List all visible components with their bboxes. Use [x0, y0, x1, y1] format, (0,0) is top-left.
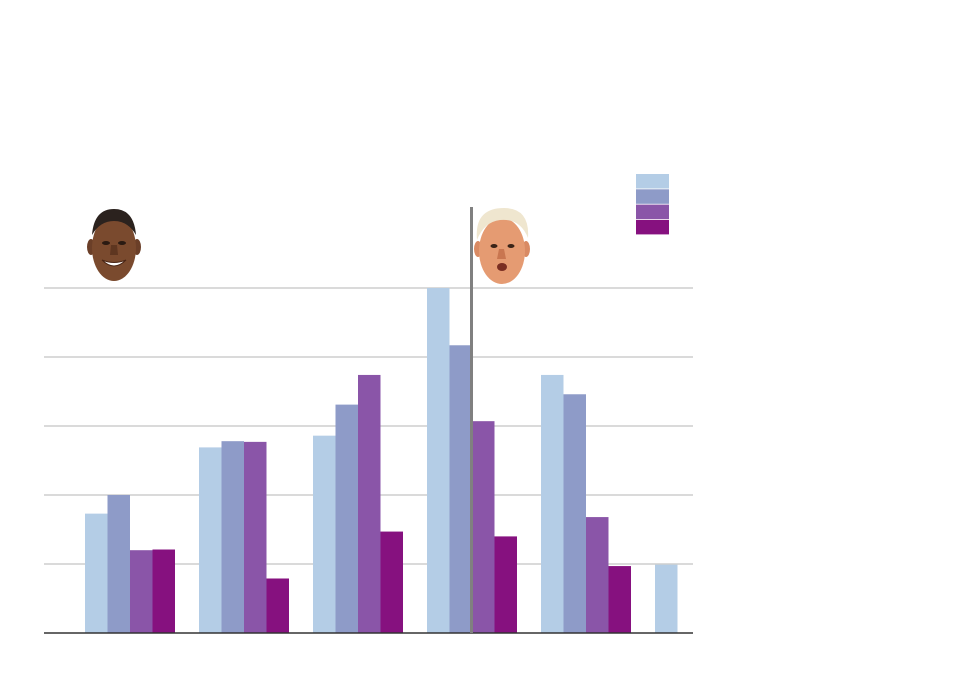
bar-series-4-group-1 — [152, 549, 175, 633]
bar-series-1-group-5 — [541, 374, 564, 633]
bar-series-3-group-1 — [130, 550, 153, 633]
bars — [85, 288, 678, 633]
legend-swatch-1 — [636, 174, 669, 189]
bar-series-2-group-2 — [221, 441, 244, 633]
bar-series-4-group-3 — [380, 531, 403, 633]
legend — [636, 174, 669, 235]
bar-series-2-group-3 — [335, 404, 358, 633]
bar-series-4-group-2 — [266, 578, 289, 633]
legend-swatch-3 — [636, 204, 669, 220]
legend-swatch-2 — [636, 189, 669, 204]
bar-series-1-group-2 — [199, 447, 222, 633]
legend-swatch-4 — [636, 219, 669, 235]
obama-portrait — [87, 209, 141, 281]
bar-series-1-group-6 — [655, 564, 678, 633]
bar-series-3-group-2 — [244, 441, 267, 633]
bar-series-2-group-4 — [449, 345, 472, 633]
bar-series-3-group-3 — [358, 374, 381, 633]
bar-series-2-group-1 — [107, 495, 130, 633]
bar-series-4-group-5 — [608, 566, 631, 633]
bar-series-3-group-5 — [586, 517, 609, 633]
bar-series-2-group-5 — [563, 394, 586, 633]
trump-portrait — [474, 208, 530, 284]
bar-series-1-group-3 — [313, 435, 336, 633]
bar-series-4-group-4 — [494, 536, 517, 633]
bar-series-3-group-4 — [472, 421, 495, 633]
bar-series-1-group-4 — [427, 288, 450, 633]
bar-series-1-group-1 — [85, 513, 108, 633]
